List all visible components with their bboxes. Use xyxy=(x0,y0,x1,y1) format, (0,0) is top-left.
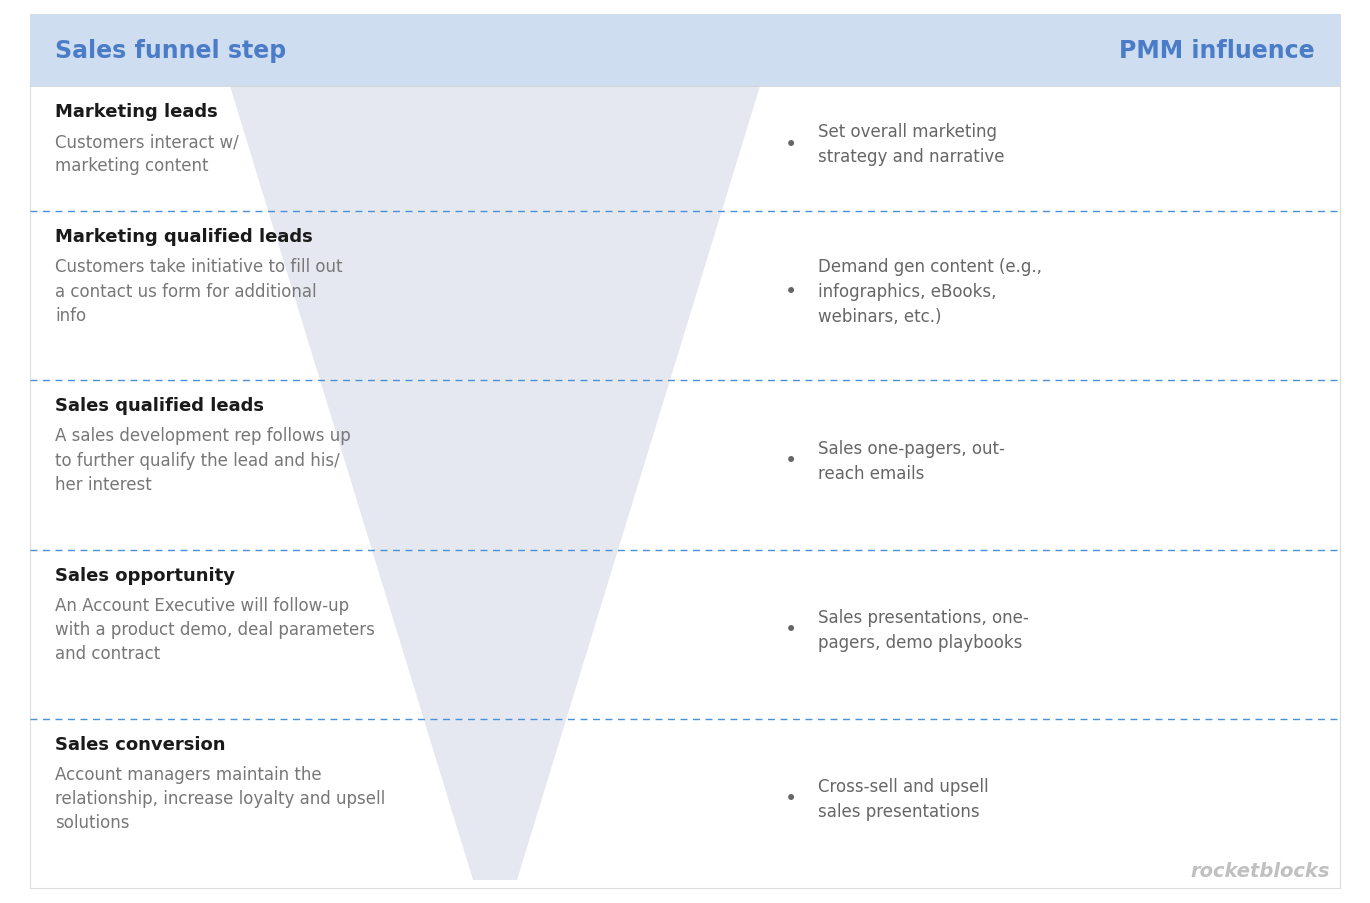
Text: A sales development rep follows up
to further qualify the lead and his/
her inte: A sales development rep follows up to fu… xyxy=(55,427,351,494)
Text: Marketing qualified leads: Marketing qualified leads xyxy=(55,228,312,246)
Text: Demand gen content (e.g.,
infographics, eBooks,
webinars, etc.): Demand gen content (e.g., infographics, … xyxy=(818,257,1043,326)
Text: Sales funnel step: Sales funnel step xyxy=(55,39,286,63)
Text: Sales qualified leads: Sales qualified leads xyxy=(55,397,264,415)
Text: Cross-sell and upsell
sales presentations: Cross-sell and upsell sales presentation… xyxy=(818,777,989,820)
Text: •: • xyxy=(785,135,797,154)
Text: Set overall marketing
strategy and narrative: Set overall marketing strategy and narra… xyxy=(818,123,1004,166)
Text: Marketing leads: Marketing leads xyxy=(55,103,218,121)
Text: Account managers maintain the
relationship, increase loyalty and upsell
solution: Account managers maintain the relationsh… xyxy=(55,765,385,832)
Text: •: • xyxy=(785,619,797,639)
Text: •: • xyxy=(785,282,797,302)
Text: •: • xyxy=(785,451,797,470)
Bar xyxy=(30,15,1340,87)
Text: rocketblocks: rocketblocks xyxy=(1191,861,1330,880)
Text: PMM influence: PMM influence xyxy=(1119,39,1315,63)
Polygon shape xyxy=(230,87,760,880)
Text: Sales presentations, one-
pagers, demo playbooks: Sales presentations, one- pagers, demo p… xyxy=(818,608,1029,651)
Text: Sales one-pagers, out-
reach emails: Sales one-pagers, out- reach emails xyxy=(818,439,1004,482)
Text: •: • xyxy=(785,788,797,808)
Text: An Account Executive will follow-up
with a product demo, deal parameters
and con: An Account Executive will follow-up with… xyxy=(55,596,375,663)
Text: Sales opportunity: Sales opportunity xyxy=(55,566,236,584)
Text: Customers take initiative to fill out
a contact us form for additional
info: Customers take initiative to fill out a … xyxy=(55,258,342,324)
Text: Sales conversion: Sales conversion xyxy=(55,735,226,753)
Text: Customers interact w/
marketing content: Customers interact w/ marketing content xyxy=(55,133,238,175)
